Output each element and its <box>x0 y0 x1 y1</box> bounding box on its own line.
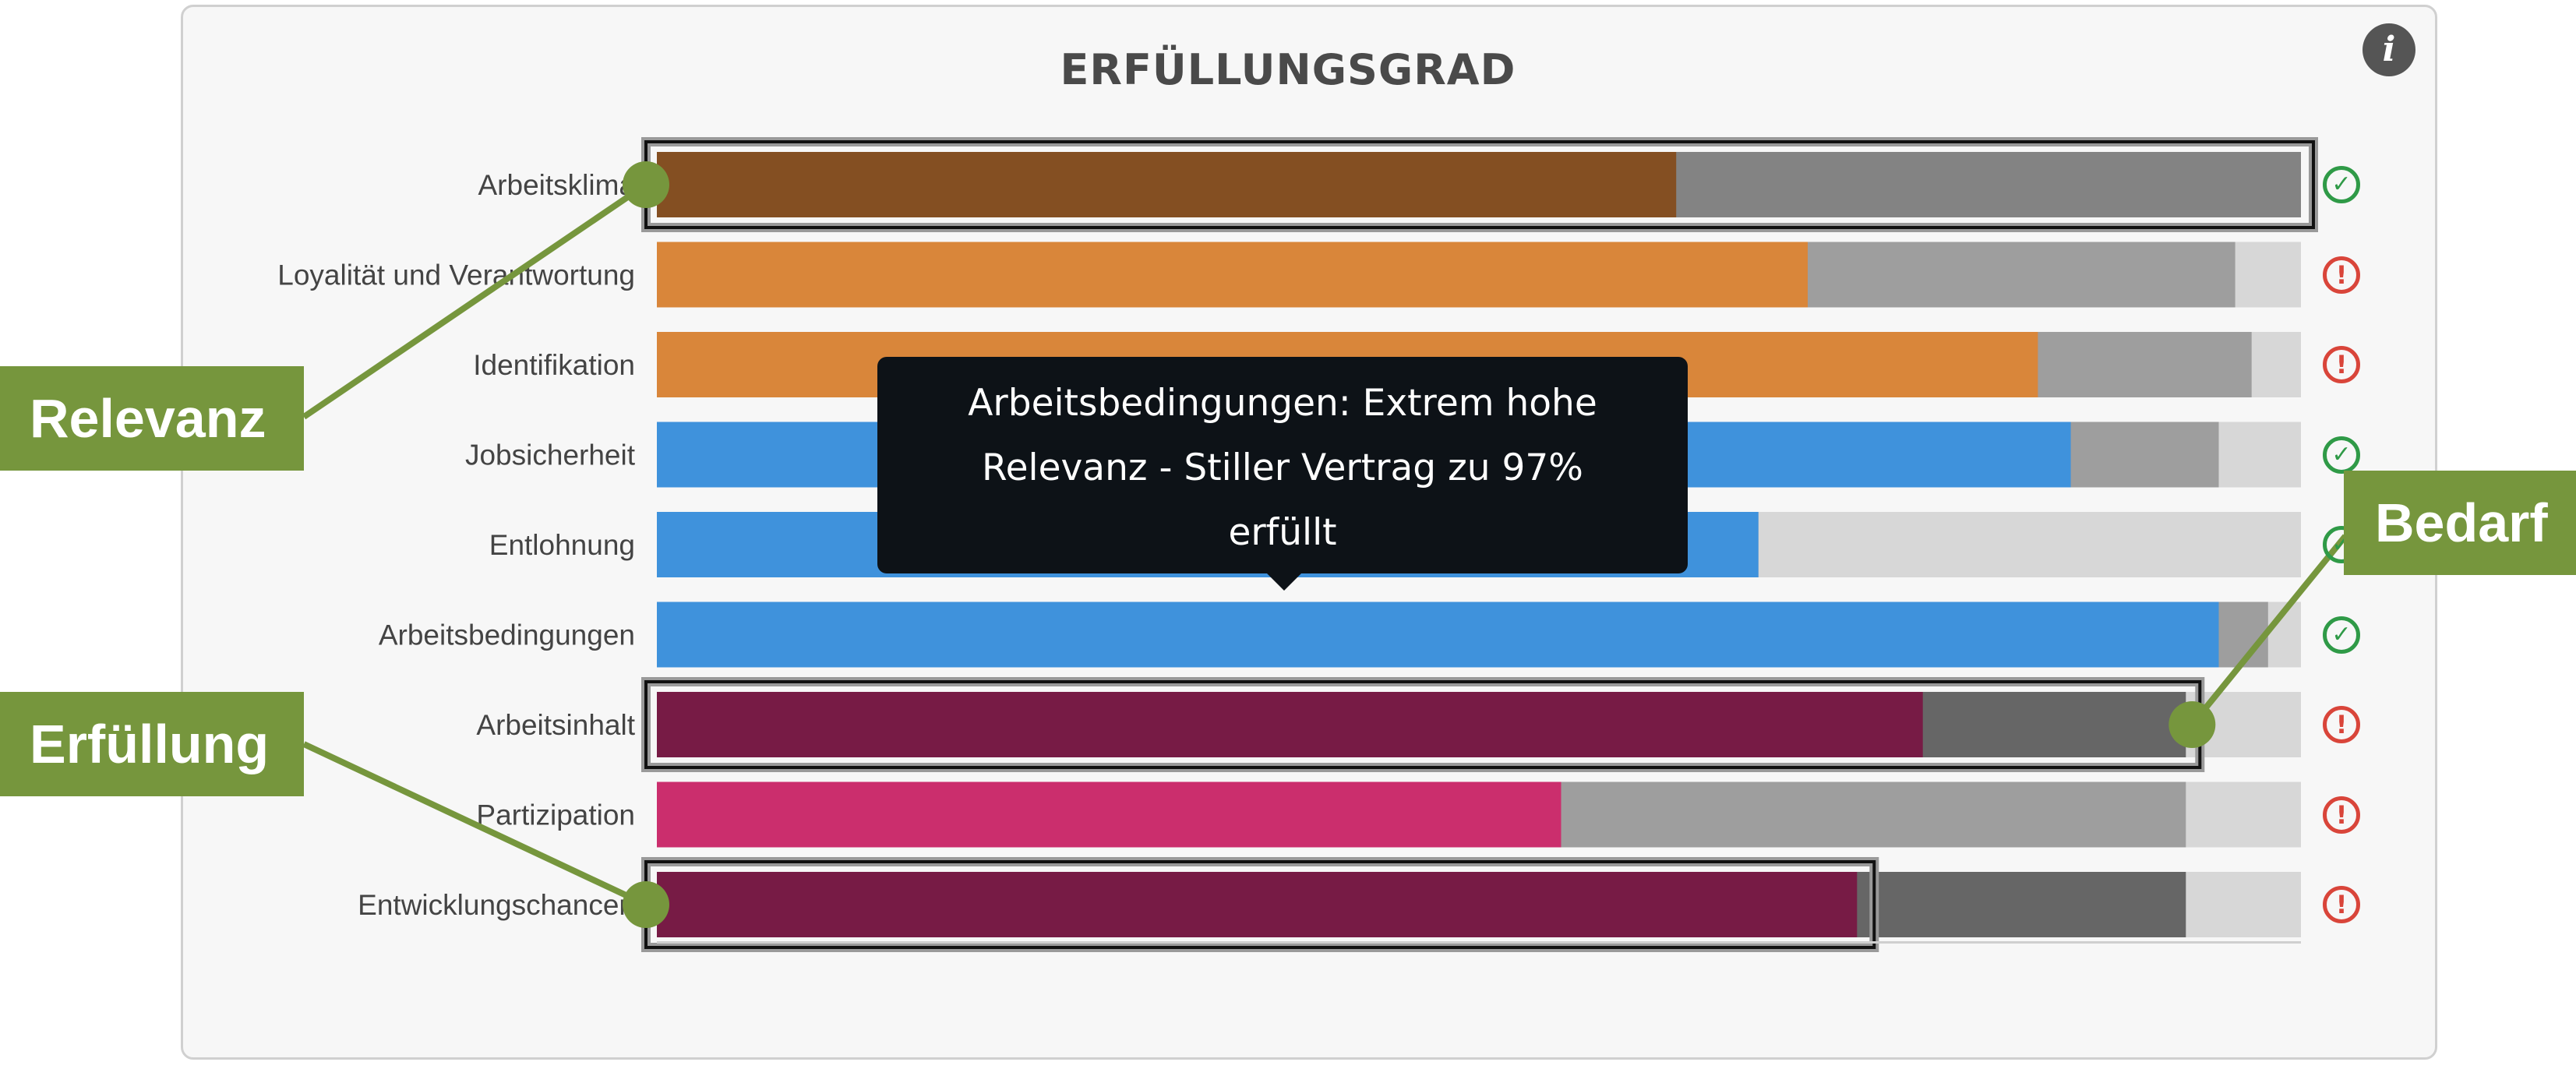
alert-circle-icon: ! <box>2323 886 2360 923</box>
category-label: Jobsicherheit <box>465 439 636 471</box>
check-circle-icon: ✓ <box>2323 616 2360 654</box>
alert-circle-icon: ! <box>2323 256 2360 294</box>
category-label: Identifikation <box>473 349 635 381</box>
alert-circle-icon: ! <box>2323 796 2360 834</box>
chart-title: ERFÜLLUNGSGRAD <box>1060 45 1516 94</box>
check-circle-icon: ✓ <box>2323 436 2360 474</box>
connector-bedarf <box>2190 534 2348 727</box>
category-label: Loyalität und Verantwortung <box>277 259 635 291</box>
bar-erfuellung <box>657 692 1923 757</box>
info-icon[interactable]: i <box>2363 23 2415 76</box>
connector-dot <box>2168 701 2216 748</box>
tooltip: Arbeitsbedingungen: Extrem hohe Relevanz… <box>877 357 1688 573</box>
callout-bedarf: Bedarf <box>2344 471 2576 575</box>
bar-erfuellung <box>657 872 1858 937</box>
category-label: Arbeitsklima <box>478 169 636 201</box>
tooltip-line: Arbeitsbedingungen: Extrem hohe <box>968 382 1597 425</box>
category-label: Entwicklungschancen <box>358 889 635 921</box>
callout-relevanz: Relevanz <box>0 366 304 471</box>
connector-erfuellung <box>302 741 648 908</box>
bar-erfuellung <box>657 602 2219 668</box>
bar-erfuellung <box>657 152 1677 217</box>
alert-circle-icon: ! <box>2323 346 2360 383</box>
bar-erfuellung <box>657 781 1561 848</box>
connector-relevanz <box>302 182 648 420</box>
category-label: Entlohnung <box>489 529 635 561</box>
tooltip-arrow <box>1267 573 1301 591</box>
connector-dot <box>623 881 669 928</box>
bar-erfuellung <box>657 242 1808 308</box>
category-label: Arbeitsbedingungen <box>379 619 635 651</box>
category-label: Arbeitsinhalt <box>476 709 635 741</box>
callout-erfuellung: Erfüllung <box>0 692 304 796</box>
check-circle-icon: ✓ <box>2323 166 2360 203</box>
connector-dot <box>623 161 669 208</box>
category-label: Partizipation <box>476 799 635 831</box>
alert-circle-icon: ! <box>2323 706 2360 743</box>
tooltip-line: Relevanz - Stiller Vertrag zu 97% <box>982 446 1583 489</box>
tooltip-line: erfüllt <box>1228 511 1337 554</box>
